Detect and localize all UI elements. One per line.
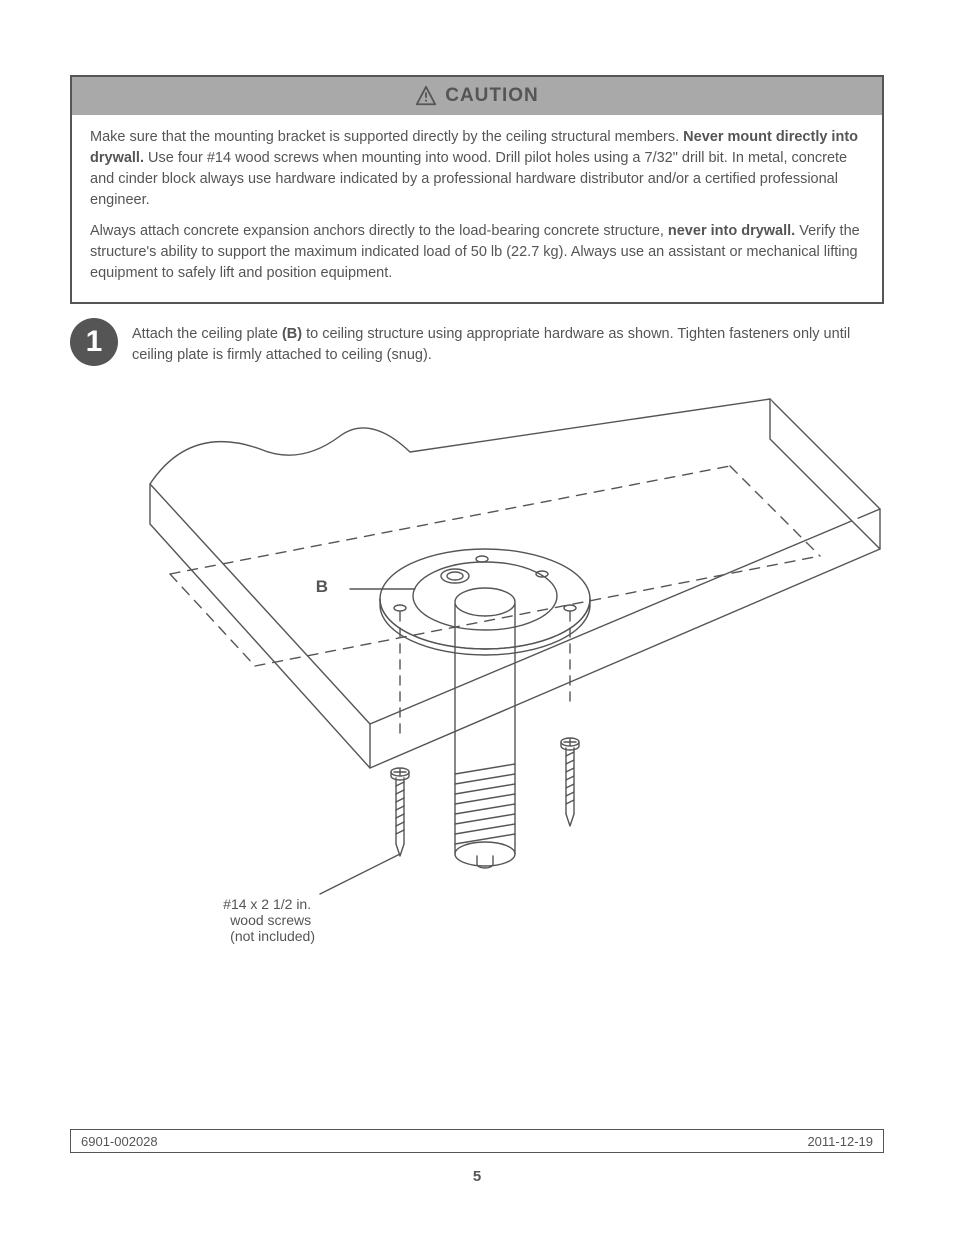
- footer-right: 2011-12-19: [807, 1134, 873, 1149]
- diagram-svg: B #14 x 2 1/2 in. wood screws (not inclu…: [70, 374, 884, 954]
- step-number-circle: 1: [70, 318, 118, 366]
- footer-left: 6901-002028: [81, 1134, 158, 1149]
- caution-p2a: Always attach concrete expansion anchors…: [90, 223, 668, 239]
- diagram: B #14 x 2 1/2 in. wood screws (not inclu…: [70, 374, 884, 954]
- step-text-a: Attach the ceiling plate: [132, 326, 282, 342]
- caution-p1a: Make sure that the mounting bracket is s…: [90, 129, 683, 145]
- caution-header: CAUTION: [72, 77, 882, 115]
- caution-p2b: never into drywall.: [668, 223, 795, 239]
- step-text-b: (B): [282, 326, 302, 342]
- step-number: 1: [86, 325, 103, 359]
- footer-bar: 6901-002028 2011-12-19: [70, 1129, 884, 1153]
- warning-icon: [415, 85, 437, 107]
- step-text: Attach the ceiling plate (B) to ceiling …: [132, 322, 884, 366]
- caution-para-2: Always attach concrete expansion anchors…: [90, 221, 864, 284]
- page-number: 5: [0, 1168, 954, 1185]
- caution-body: Make sure that the mounting bracket is s…: [72, 115, 882, 302]
- label-plate: B: [316, 577, 328, 596]
- step-row: 1 Attach the ceiling plate (B) to ceilin…: [70, 322, 884, 366]
- caution-title: CAUTION: [445, 85, 539, 107]
- caution-para-1: Make sure that the mounting bracket is s…: [90, 127, 864, 211]
- label-screws: #14 x 2 1/2 in. wood screws (not include…: [223, 896, 315, 944]
- caution-p1c: Use four #14 wood screws when mounting i…: [90, 150, 847, 208]
- page-root: CAUTION Make sure that the mounting brac…: [0, 0, 954, 1235]
- caution-box: CAUTION Make sure that the mounting brac…: [70, 75, 884, 304]
